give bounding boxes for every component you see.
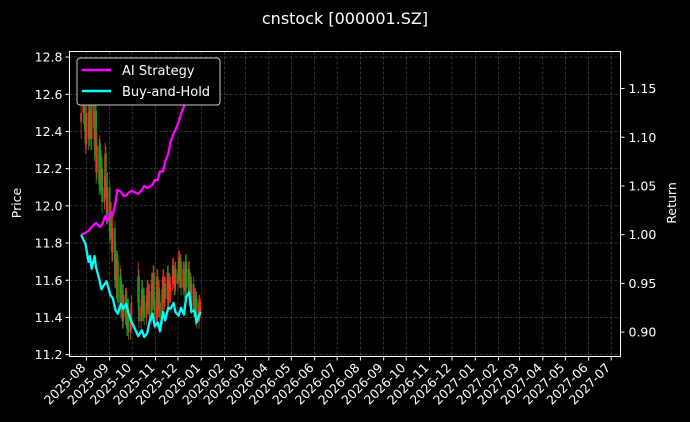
- legend-label-buy-and-hold: Buy-and-Hold: [122, 85, 210, 100]
- candle-body: [159, 302, 161, 318]
- y-right-tick-label: 0.90: [629, 325, 657, 340]
- candle-body: [95, 146, 98, 173]
- candle-body: [92, 94, 95, 128]
- candle-body: [89, 109, 92, 121]
- candle-body: [138, 276, 140, 322]
- y-left-tick-label: 11.6: [35, 273, 63, 288]
- y-right-tick-label: 1.05: [629, 178, 657, 193]
- candle-body: [182, 269, 185, 288]
- candle-body: [130, 302, 133, 318]
- legend: AI Strategy Buy-and-Hold: [76, 57, 221, 106]
- y-left-tick-label: 12.8: [35, 50, 63, 65]
- legend-label-ai-strategy: AI Strategy: [122, 64, 195, 79]
- candle-body: [153, 272, 155, 299]
- y-left-tick-label: 12.6: [35, 87, 63, 102]
- y-right-tick-label: 1.00: [629, 227, 657, 242]
- y-axis-right-label: Return: [664, 182, 679, 223]
- candle-body: [85, 112, 88, 145]
- series-line-buy-and-hold: [80, 234, 202, 339]
- candle-body: [199, 306, 202, 314]
- candle-body: [106, 187, 109, 216]
- candle-body: [127, 308, 130, 333]
- candle-body: [99, 150, 102, 184]
- candle-body: [111, 228, 114, 253]
- candle-body: [117, 261, 119, 303]
- candle-body: [185, 261, 188, 288]
- y-axis-left-label: Price: [9, 187, 24, 218]
- candle-body: [110, 211, 113, 240]
- candle-body: [172, 265, 175, 277]
- candle-body: [158, 287, 161, 303]
- candle-body: [164, 283, 167, 299]
- candle-body: [177, 272, 179, 284]
- y-left-tick-label: 11.8: [35, 236, 63, 251]
- candle-body: [90, 94, 93, 139]
- candle-body: [83, 90, 86, 132]
- candle-body: [101, 168, 104, 203]
- candle-body: [190, 283, 193, 307]
- candle-body: [129, 317, 132, 333]
- y-left-tick-label: 12.2: [35, 161, 63, 176]
- candle-body: [114, 228, 116, 281]
- plot-frame: [69, 51, 621, 357]
- candle-body: [174, 269, 177, 284]
- legend-box: [76, 57, 221, 106]
- candle-body: [180, 261, 182, 288]
- y-right-tick-label: 1.10: [629, 130, 657, 145]
- y-left-tick-label: 12.4: [35, 124, 63, 139]
- candle-body: [183, 269, 185, 277]
- series-line-ai-strategy: [80, 73, 196, 236]
- return-series: [80, 73, 202, 339]
- y-left-tick-label: 11.2: [35, 347, 63, 362]
- candle-body: [169, 283, 172, 296]
- candle-body: [103, 187, 106, 203]
- candle-body: [148, 291, 151, 318]
- y-right-tick-label: 0.95: [629, 276, 657, 291]
- candle-body: [143, 295, 146, 318]
- candle-body: [153, 298, 156, 322]
- y-right-tick-label: 1.15: [629, 81, 657, 96]
- y-left-tick-label: 11.4: [35, 310, 63, 325]
- candle-body: [88, 109, 91, 139]
- candle-body: [145, 302, 148, 318]
- candle-body: [140, 306, 143, 322]
- candle-body: [95, 111, 98, 173]
- candle-body: [195, 298, 198, 322]
- candle-body: [104, 153, 107, 188]
- candle-body: [161, 289, 164, 318]
- y-left-tick-label: 12.0: [35, 198, 63, 213]
- chart-title: cnstock [000001.SZ]: [262, 9, 428, 28]
- candle-body: [80, 112, 83, 123]
- candle-body: [108, 187, 111, 232]
